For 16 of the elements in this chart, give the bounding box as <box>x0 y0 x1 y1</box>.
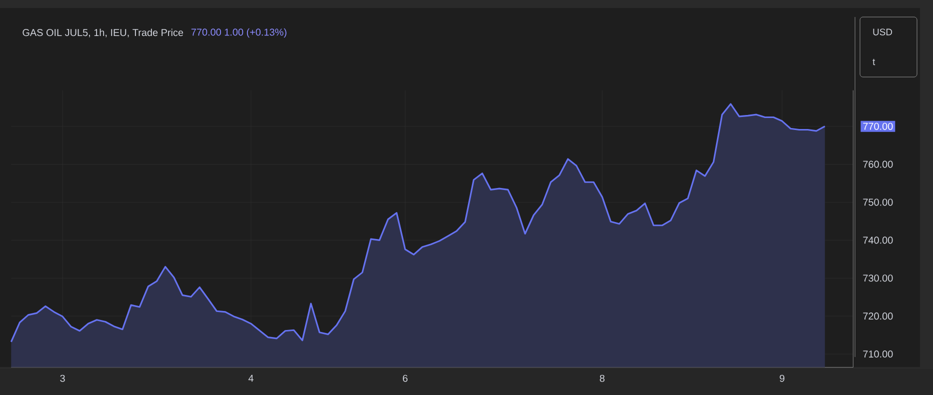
chart-subtitle: 770.00 1.00 (+0.13%) <box>191 28 286 38</box>
text: t <box>872 58 876 66</box>
y-tick-label: 770.00 <box>863 122 893 130</box>
x-tick-label: 3 <box>60 374 65 382</box>
y-tick-label: 730.00 <box>863 274 893 282</box>
y-tick-label: 740.00 <box>863 236 893 244</box>
text: USD <box>873 28 892 36</box>
chart-title: GAS OIL JUL5, 1h, IEU, Trade Price <box>22 28 184 38</box>
y-tick-label: 720.00 <box>863 312 893 320</box>
x-tick-label: 8 <box>600 374 605 382</box>
y-tick-label: 710.00 <box>863 350 893 358</box>
y-tick-label: 760.00 <box>863 160 893 168</box>
x-tick-label: 4 <box>248 374 254 382</box>
x-tick-label: 6 <box>402 374 408 382</box>
y-tick-label: 750.00 <box>863 198 893 206</box>
x-tick-label: 9 <box>780 374 784 382</box>
